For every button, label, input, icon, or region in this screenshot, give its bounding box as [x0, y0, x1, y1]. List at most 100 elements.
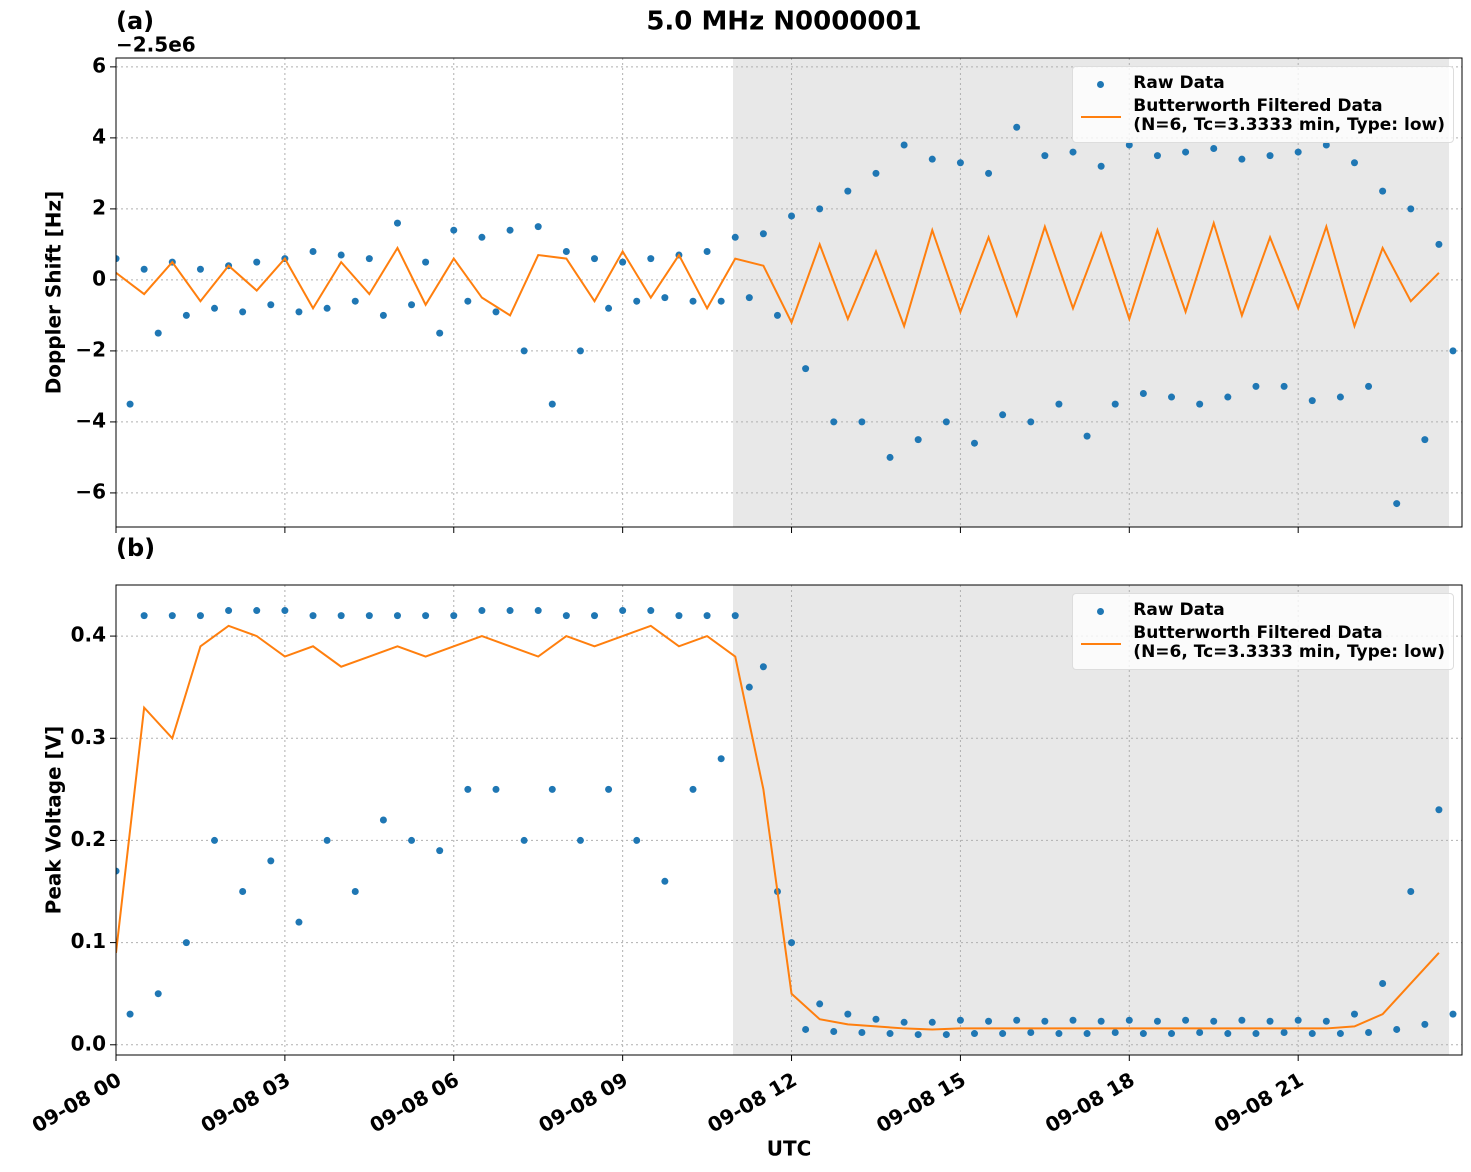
raw-point	[619, 607, 627, 615]
raw-point	[492, 308, 500, 316]
raw-point	[1435, 240, 1443, 248]
raw-point	[379, 311, 387, 319]
legend-marker	[1081, 643, 1122, 645]
raw-point	[365, 612, 373, 620]
raw-point	[985, 1017, 993, 1025]
raw-point	[351, 297, 359, 305]
legend-key	[1081, 624, 1122, 645]
legend-label: Raw Data	[1133, 73, 1225, 93]
raw-point	[562, 247, 570, 255]
raw-point	[1182, 148, 1190, 156]
raw-point	[914, 1031, 922, 1039]
chart-title: 5.0 MHz N0000001	[646, 7, 921, 37]
raw-point	[1111, 400, 1119, 408]
raw-point	[436, 329, 444, 337]
raw-point	[182, 939, 190, 947]
x-tick-label: 09-08 03	[197, 1067, 295, 1137]
raw-point	[1013, 123, 1021, 131]
legend-key	[1081, 97, 1122, 118]
raw-point	[450, 226, 458, 234]
y-tick-label: 2	[92, 195, 106, 219]
raw-point	[985, 169, 993, 177]
legend-label: Butterworth Filtered Data (N=6, Tc=3.333…	[1133, 623, 1445, 662]
y-tick-label: −6	[75, 479, 106, 503]
raw-point	[379, 816, 387, 824]
raw-point	[323, 304, 331, 312]
x-tick-label: 09-08 18	[1041, 1067, 1139, 1137]
raw-point	[661, 877, 669, 885]
y-tick-label: 0.1	[71, 929, 106, 953]
raw-point	[1266, 1017, 1274, 1025]
raw-point	[1097, 1017, 1105, 1025]
raw-point	[267, 857, 275, 865]
y-tick-label: 0.4	[71, 623, 106, 647]
x-axis-label: UTC	[767, 1137, 812, 1161]
raw-point	[450, 612, 458, 620]
raw-point	[1322, 1017, 1330, 1025]
legend-entry: Butterworth Filtered Data (N=6, Tc=3.333…	[1081, 97, 1445, 135]
raw-point	[872, 169, 880, 177]
raw-point	[1210, 1017, 1218, 1025]
raw-point	[323, 836, 331, 844]
raw-point	[1379, 979, 1387, 987]
y-tick-label: 0	[92, 266, 106, 290]
legend-marker	[1081, 116, 1122, 118]
raw-point	[605, 785, 613, 793]
y-axis-label: Peak Voltage [V]	[42, 726, 66, 915]
raw-point	[478, 607, 486, 615]
raw-point	[1252, 1030, 1260, 1038]
raw-point	[534, 607, 542, 615]
raw-point	[844, 1010, 852, 1018]
raw-point	[689, 785, 697, 793]
raw-point	[1224, 393, 1232, 401]
raw-point	[914, 436, 922, 444]
legend-marker	[1097, 608, 1105, 615]
y-tick-label: 6	[92, 53, 106, 77]
raw-point	[337, 612, 345, 620]
raw-point	[1421, 436, 1429, 444]
raw-point	[999, 1030, 1007, 1038]
raw-point	[1350, 1010, 1358, 1018]
raw-point	[1125, 1016, 1133, 1024]
raw-point	[900, 141, 908, 149]
raw-point	[970, 439, 978, 447]
raw-point	[928, 1018, 936, 1026]
raw-point	[211, 304, 219, 312]
raw-point	[788, 939, 796, 947]
raw-point	[309, 247, 317, 255]
raw-point	[506, 607, 514, 615]
raw-point	[116, 255, 120, 263]
raw-point	[830, 1028, 838, 1035]
offset-label: −2.5e6	[116, 33, 196, 57]
x-tick-label: 09-08 21	[1210, 1067, 1308, 1137]
raw-point	[140, 612, 148, 620]
raw-point	[1210, 145, 1218, 153]
raw-point	[816, 1000, 824, 1008]
legend-entry: Butterworth Filtered Data (N=6, Tc=3.333…	[1081, 624, 1445, 662]
raw-point	[1139, 390, 1147, 398]
raw-point	[591, 612, 599, 620]
legend-entry: Raw Data	[1081, 601, 1445, 621]
raw-point	[436, 847, 444, 855]
raw-point	[1322, 141, 1330, 149]
raw-point	[408, 301, 416, 309]
raw-point	[605, 304, 613, 312]
x-tick-label: 09-08 06	[365, 1067, 463, 1137]
raw-point	[647, 255, 655, 263]
raw-point	[182, 311, 190, 319]
raw-point	[830, 418, 838, 426]
raw-point	[1041, 1017, 1049, 1025]
raw-point	[731, 233, 739, 241]
raw-point	[140, 265, 148, 273]
raw-point	[267, 301, 275, 309]
raw-point	[365, 255, 373, 263]
legend: Raw Data Butterworth Filtered Data (N=6, …	[1072, 593, 1454, 670]
legend-label: Raw Data	[1133, 600, 1225, 620]
raw-point	[1055, 400, 1063, 408]
raw-point	[872, 1015, 880, 1023]
y-tick-label: −4	[75, 408, 106, 432]
plot-area	[116, 607, 1457, 1039]
raw-point	[802, 365, 810, 373]
raw-point	[788, 212, 796, 220]
